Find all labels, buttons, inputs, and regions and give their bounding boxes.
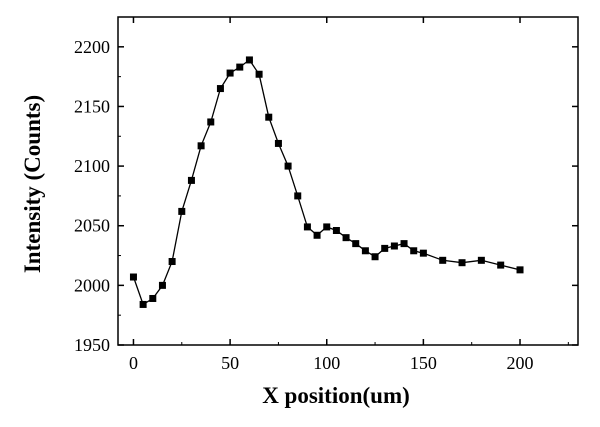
data-point — [265, 113, 273, 121]
y-tick-label: 2200 — [74, 37, 110, 57]
data-point — [371, 253, 379, 261]
plot-frame — [117, 16, 579, 346]
x-tick-label: 100 — [313, 353, 340, 373]
data-point — [245, 56, 253, 64]
data-point — [497, 261, 505, 269]
data-point — [361, 247, 369, 255]
data-point — [303, 223, 311, 231]
data-point — [419, 249, 427, 257]
data-point — [284, 162, 292, 170]
series-points-group — [129, 56, 524, 308]
data-point — [323, 223, 331, 231]
y-tick-label: 2050 — [74, 216, 110, 236]
x-tick-label: 200 — [507, 353, 534, 373]
data-point — [187, 176, 195, 184]
data-point — [516, 266, 524, 274]
x-tick-label: 50 — [221, 353, 239, 373]
data-point — [390, 242, 398, 250]
data-point — [458, 259, 466, 267]
y-axis-ticks: 1950 2000 2050 2100 2150 2200 — [74, 37, 578, 355]
y-axis-title: Intensity (Counts) — [20, 95, 45, 273]
data-point — [139, 300, 147, 308]
data-point — [332, 226, 340, 234]
data-point — [149, 294, 157, 302]
x-tick-label: 0 — [129, 353, 138, 373]
data-point — [168, 258, 176, 266]
x-axis-title: X position(um) — [262, 383, 410, 408]
x-axis-ticks: 0 50 100 150 200 — [129, 17, 569, 373]
data-point — [236, 63, 244, 71]
data-point — [178, 207, 186, 215]
data-point — [352, 240, 360, 248]
data-point — [381, 244, 389, 252]
data-point — [129, 273, 137, 281]
data-point — [294, 192, 302, 200]
data-point — [410, 247, 418, 255]
data-point — [226, 69, 234, 77]
y-tick-label: 2150 — [74, 96, 110, 116]
data-point — [400, 240, 408, 248]
data-point — [342, 234, 350, 242]
data-point — [274, 139, 282, 147]
x-tick-label: 150 — [410, 353, 437, 373]
data-point — [439, 256, 447, 264]
data-point — [216, 85, 224, 93]
data-point — [313, 231, 321, 239]
data-point — [207, 118, 215, 126]
data-point — [158, 281, 166, 289]
data-point — [197, 142, 205, 150]
data-point — [477, 256, 485, 264]
y-tick-label: 2000 — [74, 275, 110, 295]
data-point — [255, 70, 263, 78]
y-tick-label: 2100 — [74, 156, 110, 176]
y-tick-label: 1950 — [74, 335, 110, 355]
